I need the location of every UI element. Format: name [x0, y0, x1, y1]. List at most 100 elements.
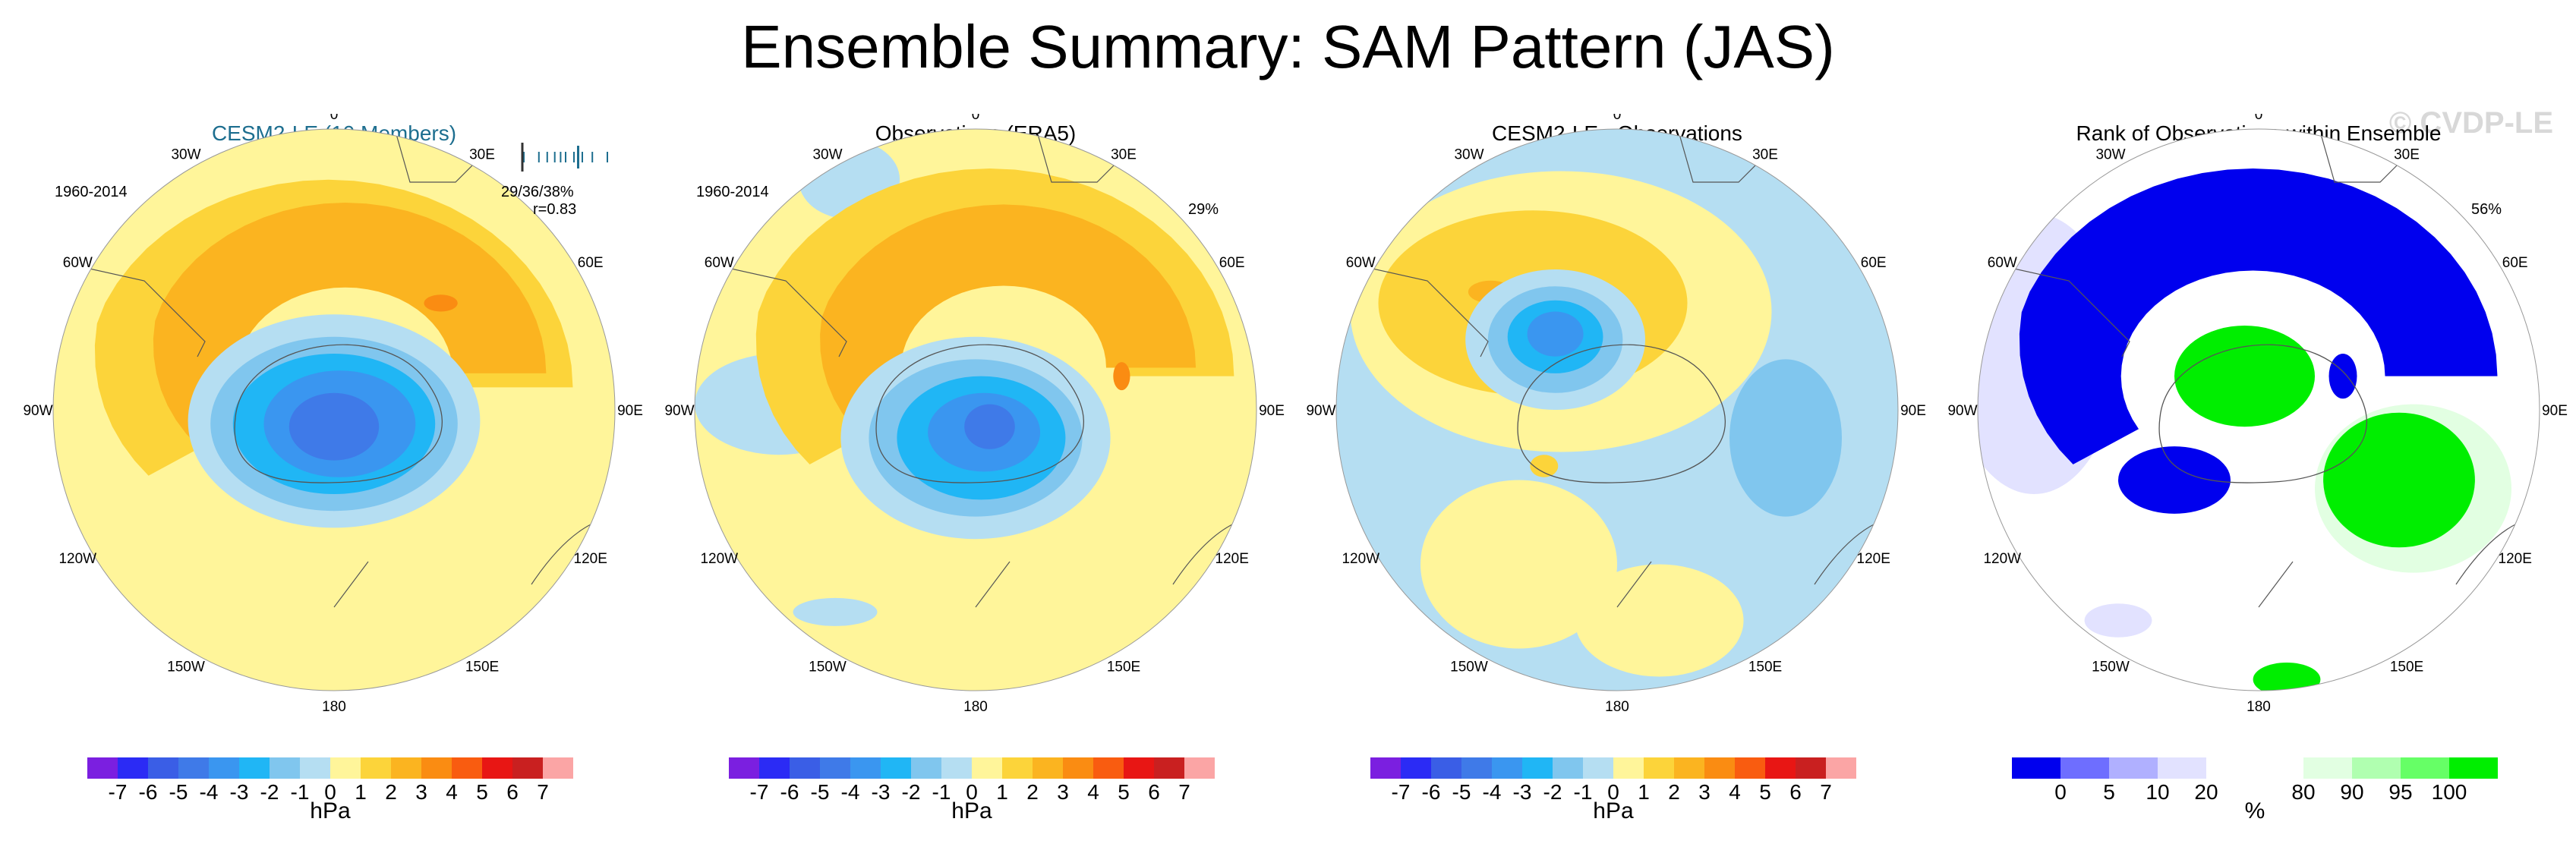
colorbar-tick-label: 10: [2146, 780, 2170, 804]
colorbar-segment: [2449, 757, 2498, 779]
antarctica-coastline: [2158, 344, 2367, 483]
colorbar-tick-label: -7: [108, 780, 128, 804]
map-boundary: [1977, 128, 2540, 691]
africa-coastline: [1036, 129, 1128, 183]
polar-map: 0 30E 60E 90E 120E 150E 180 150W 120W 90W 60W 30W: [1306, 114, 1925, 715]
colorbar-tick-label: -4: [1482, 780, 1502, 804]
colorbar-segment: [881, 757, 912, 779]
longitude-label: 90W: [23, 403, 52, 419]
colorbar-tick-label: 95: [2388, 780, 2413, 804]
longitude-label: 30E: [1111, 146, 1137, 162]
south-america-coastline: [2000, 265, 2130, 357]
period-label: 1960-2014: [55, 184, 128, 200]
colorbar-tick-label: -2: [260, 780, 279, 804]
longitude-label: 60E: [1219, 255, 1245, 271]
field-layer: [1978, 129, 2540, 691]
colorbar-tick-label: 5: [1759, 780, 1771, 804]
longitude-label: 120E: [1215, 551, 1249, 567]
colorbar-segment: [1154, 757, 1185, 779]
stats-variance-explained: 29%: [1188, 201, 1219, 218]
longitude-label: 60E: [578, 255, 604, 271]
longitude-label: 60W: [1988, 255, 2017, 271]
longitude-label: 180: [2247, 699, 2271, 715]
colorbar-tick-label: 5: [476, 780, 488, 804]
polar-map: 0 30E 60E 90E 120E 150E 180 150W 120W 90W 60W 30W: [23, 114, 642, 715]
colorbar-segment: [1765, 757, 1796, 779]
colorbar-segment: [2060, 757, 2110, 779]
colorbar-segment: [2401, 757, 2450, 779]
longitude-label: 60W: [705, 255, 734, 271]
colorbar-segment: [330, 757, 361, 779]
colorbar-tick-label: -3: [1512, 780, 1532, 804]
colorbar-tick-label: -5: [1452, 780, 1471, 804]
colorbar-segment: [850, 757, 881, 779]
colorbar-segment: [512, 757, 544, 779]
longitude-label: 90W: [664, 403, 694, 419]
longitude-label: 60W: [1346, 255, 1376, 271]
contour-region-11: [1527, 311, 1584, 357]
colorbar-tick-label: -2: [901, 780, 921, 804]
colorbar-tick-label: -1: [1573, 780, 1593, 804]
antarctica-coastline: [875, 344, 1084, 483]
colorbar-segment: [361, 757, 392, 779]
colorbar-tick-label: 1: [996, 780, 1008, 804]
colorbar-tick-label: 7: [1820, 780, 1832, 804]
longitude-label: 90E: [2542, 403, 2568, 419]
map-boundary: [52, 128, 616, 691]
australia-coastline: [2455, 523, 2518, 585]
contour-region-4: [2323, 412, 2475, 548]
colorbar-tick-label: 2: [385, 780, 397, 804]
colorbar-segment: [1063, 757, 1094, 779]
colorbar-segment: [941, 757, 973, 779]
field-layer: [1336, 129, 1898, 691]
contour-region-8: [2328, 354, 2357, 399]
colorbar-segment: [391, 757, 422, 779]
longitude-label: 150W: [167, 660, 205, 675]
longitude-label: 0: [1613, 114, 1622, 123]
contour-region-7: [2084, 603, 2152, 638]
colorbar-segment: [1613, 757, 1644, 779]
contour-region-2: [2019, 168, 2498, 464]
longitude-label: 0: [972, 114, 980, 123]
colorbar-segment: [2303, 757, 2353, 779]
panel-rank: Rank of Observations within Ensemble 030…: [1947, 114, 2570, 842]
map-boundary: [694, 128, 1257, 691]
colorbar-tick-label: 1: [355, 780, 367, 804]
colorbar-tick-label: -5: [810, 780, 830, 804]
colorbar-tick-label: 3: [415, 780, 427, 804]
south-america-coastline: [75, 265, 206, 357]
colorbar-segment: [1644, 757, 1675, 779]
longitude-label: 60E: [1861, 255, 1887, 271]
colorbar-segment: [1184, 757, 1215, 779]
colorbar-segment: [1583, 757, 1614, 779]
longitude-label: 30W: [2095, 146, 2125, 162]
colorbar-segment: [2109, 757, 2158, 779]
colorbar-tick-label: 6: [506, 780, 519, 804]
longitude-label: 120W: [58, 551, 96, 567]
antarctica-coastline: [1517, 344, 1726, 483]
contour-region-2: [1420, 480, 1617, 649]
new-zealand-coastline: [1616, 561, 1652, 608]
colorbar-segment: [1796, 757, 1827, 779]
longitude-label: 120E: [574, 551, 607, 567]
longitude-label: 180: [322, 699, 346, 715]
longitude-label: 150E: [2390, 660, 2423, 675]
polar-map: 0 30E 60E 90E 120E 150E 180 150W 120W 90W 60W 30W: [664, 114, 1284, 715]
stats-pattern-correlation: 29/36/38%: [501, 184, 574, 200]
colorbar-segment: [2158, 757, 2207, 779]
colorbar-segment: [1033, 757, 1064, 779]
new-zealand-coastline: [333, 561, 369, 608]
colorbar-tick-label: 90: [2340, 780, 2364, 804]
colorbar-segment: [911, 757, 942, 779]
stats-rank-percent: 56%: [2471, 201, 2502, 218]
colorbar-segment: [270, 757, 301, 779]
contour-region-5: [820, 204, 1197, 437]
longitude-label: 150E: [1107, 660, 1140, 675]
longitude-label: 150E: [1748, 660, 1782, 675]
colorbar-segment: [482, 757, 513, 779]
longitude-label: 0: [2255, 114, 2263, 123]
colorbar-segment: [729, 757, 760, 779]
colorbar-unit: %: [2244, 798, 2265, 823]
colorbar-hpa: [729, 757, 1215, 779]
colorbar-tick-label: 4: [1087, 780, 1099, 804]
